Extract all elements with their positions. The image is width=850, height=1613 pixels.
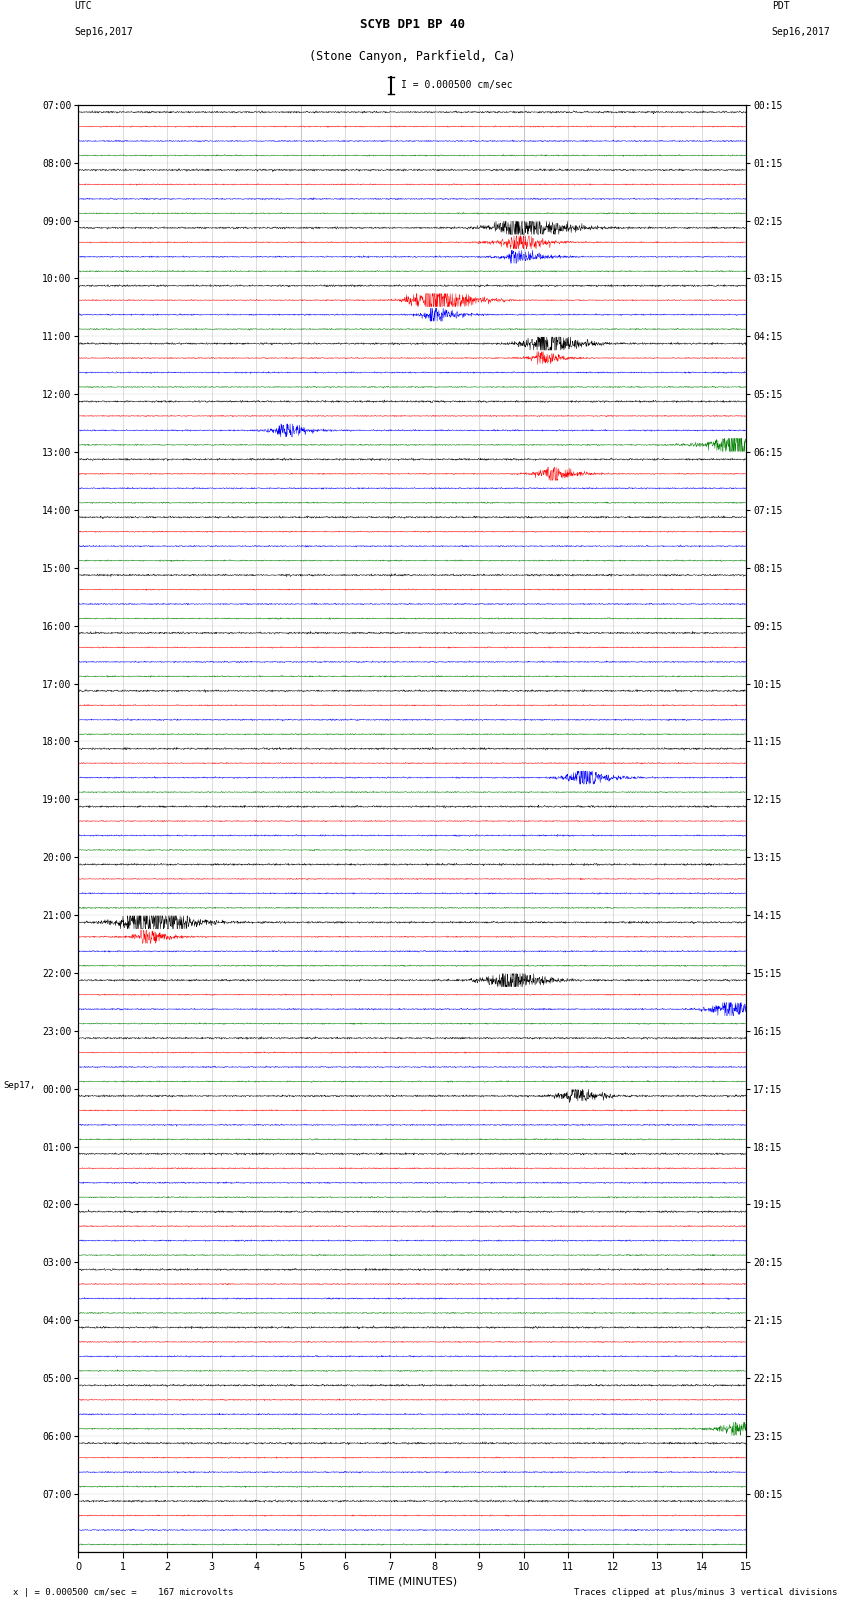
Text: PDT: PDT (772, 2, 790, 11)
Text: SCYB DP1 BP 40: SCYB DP1 BP 40 (360, 18, 465, 31)
Text: Sep16,2017: Sep16,2017 (74, 27, 133, 37)
Text: Traces clipped at plus/minus 3 vertical divisions: Traces clipped at plus/minus 3 vertical … (574, 1587, 837, 1597)
Text: (Stone Canyon, Parkfield, Ca): (Stone Canyon, Parkfield, Ca) (309, 50, 516, 63)
Text: x | = 0.000500 cm/sec =    167 microvolts: x | = 0.000500 cm/sec = 167 microvolts (13, 1587, 233, 1597)
Text: Sep16,2017: Sep16,2017 (772, 27, 830, 37)
Text: Sep17,: Sep17, (3, 1081, 36, 1090)
Text: UTC: UTC (74, 2, 92, 11)
X-axis label: TIME (MINUTES): TIME (MINUTES) (368, 1576, 456, 1586)
Text: I = 0.000500 cm/sec: I = 0.000500 cm/sec (401, 81, 513, 90)
